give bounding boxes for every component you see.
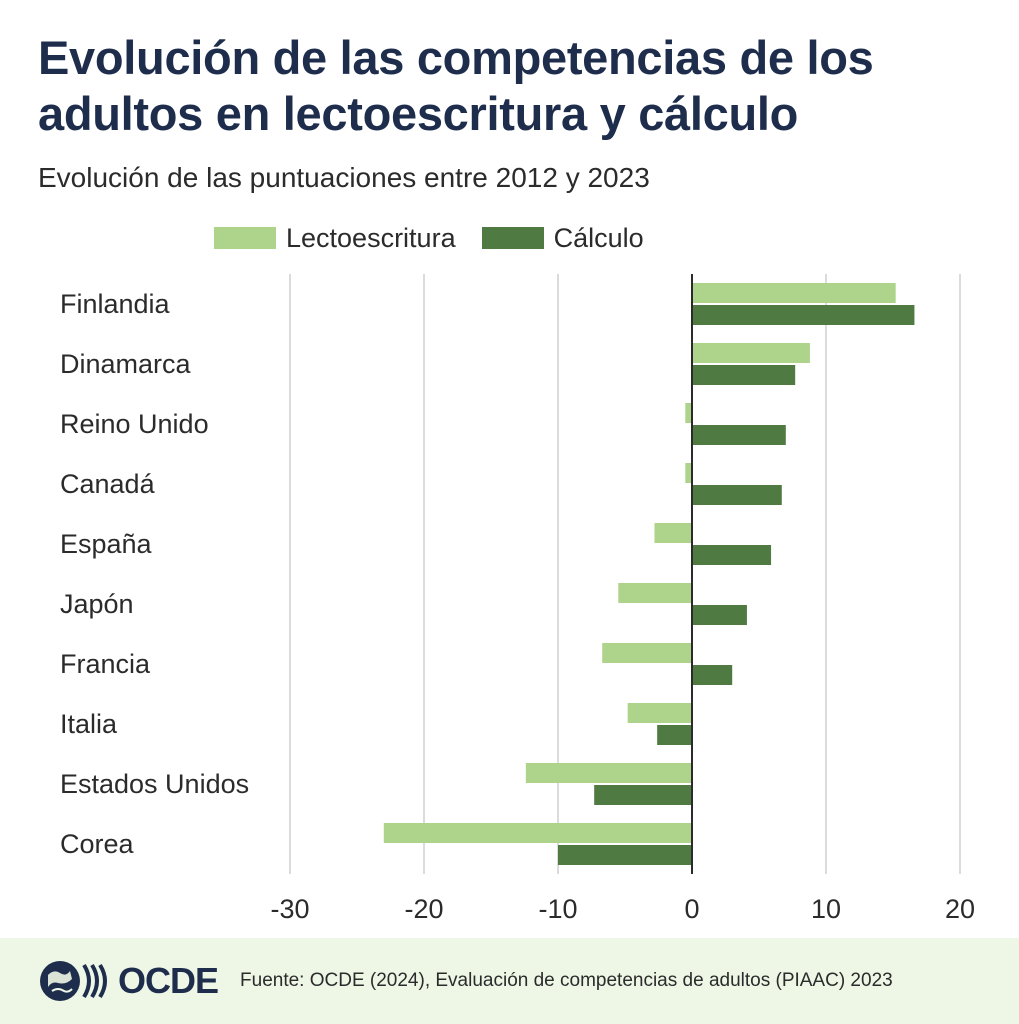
category-label: Reino Unido	[60, 409, 209, 439]
legend: Lectoescritura Cálculo	[214, 220, 670, 256]
x-tick-label: -30	[270, 894, 309, 924]
legend-swatch-calculo	[481, 227, 544, 249]
chart-title: Evolución de las competencias de los adu…	[38, 31, 874, 140]
chart-subtitle: Evolución de las puntuaciones entre 2012…	[38, 162, 650, 193]
logo-text: OCDE	[118, 960, 219, 1001]
globe-icon	[40, 961, 107, 1001]
bar-lectoescritura	[692, 283, 896, 303]
bar-calculo	[692, 305, 915, 325]
bar-calculo	[692, 545, 772, 565]
footer: OCDE Fuente: OCDE (2024), Evaluación de …	[0, 938, 1019, 1024]
x-tick-label: 20	[945, 894, 975, 924]
bar-calculo	[692, 485, 782, 505]
category-label: Canadá	[60, 469, 156, 499]
category-label: España	[60, 529, 153, 559]
category-label: Italia	[60, 709, 118, 739]
bar-chart: -30 -20 -10 0 10 20 Finlandia Dinamarca Reino Un…	[60, 274, 975, 924]
bar-lectoescritura	[654, 523, 692, 543]
bar-lectoescritura	[383, 823, 692, 843]
bar-lectoescritura	[525, 763, 692, 783]
bar-calculo	[657, 725, 692, 745]
category-label: Japón	[60, 589, 134, 619]
bar-lectoescritura	[685, 463, 692, 483]
bar-calculo	[692, 365, 796, 385]
category-label: Finlandia	[60, 289, 171, 319]
category-label: Estados Unidos	[60, 769, 249, 799]
source-note: Fuente: OCDE (2024), Evaluación de compe…	[240, 970, 893, 991]
category-label: Corea	[60, 829, 135, 859]
bar-calculo	[692, 425, 786, 445]
x-tick-label: 10	[811, 894, 841, 924]
x-tick-label: 0	[684, 894, 699, 924]
x-tick-label: -10	[538, 894, 577, 924]
bar-lectoescritura	[685, 403, 692, 423]
legend-swatch-lectoescritura	[214, 227, 276, 249]
bar-calculo	[692, 605, 747, 625]
x-tick-label: -20	[404, 894, 443, 924]
category-label: Francia	[60, 649, 151, 679]
legend-label-lectoescritura: Lectoescritura	[286, 222, 456, 253]
legend-label-calculo: Cálculo	[553, 222, 644, 253]
bar-lectoescritura	[627, 703, 692, 723]
bar-calculo	[594, 785, 692, 805]
bar-lectoescritura	[692, 343, 810, 363]
bar-lectoescritura	[618, 583, 692, 603]
category-label: Dinamarca	[60, 349, 192, 379]
bar-lectoescritura	[602, 643, 692, 663]
bar-calculo	[692, 665, 733, 685]
ocde-logo: OCDE	[38, 957, 219, 1005]
bar-calculo	[558, 845, 692, 865]
legend-item-calculo: Cálculo	[481, 222, 644, 254]
legend-item-lectoescritura: Lectoescritura	[214, 223, 456, 254]
